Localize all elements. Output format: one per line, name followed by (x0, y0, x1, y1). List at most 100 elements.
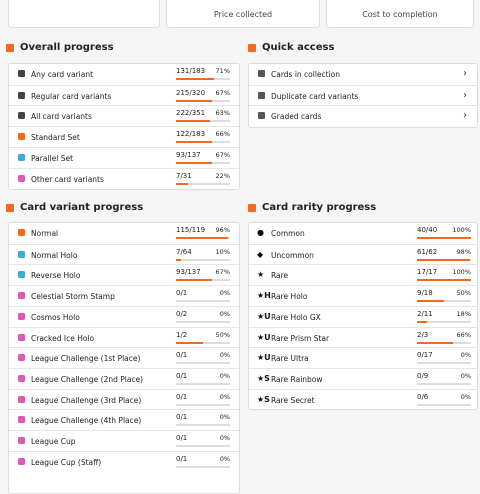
row-label: Common (271, 229, 305, 238)
rarity-icon: ★U (257, 332, 271, 342)
list-row[interactable]: Reverse Holo 93/137 67% (9, 264, 239, 286)
owned-count: 7/31 (176, 171, 192, 180)
rarity-icon: ● (257, 228, 264, 237)
row-label: League Challenge (2nd Place) (31, 374, 144, 384)
percent-label: 0% (219, 351, 230, 360)
rarity-icon: ◆ (257, 249, 264, 259)
progress-track (176, 161, 230, 164)
progress-track (176, 465, 230, 468)
list-row[interactable]: ★U Rare Prism Star 2/3 66% (249, 326, 477, 349)
list-row[interactable]: ● Common 40/40 100% (249, 223, 477, 244)
list-row[interactable]: All card variants 222/351 63% (9, 105, 239, 127)
row-label: Rare Holo (271, 292, 308, 302)
list-row[interactable]: League Challenge (3rd Place) 0/1 0% (9, 388, 239, 411)
list-row[interactable]: Parallel Set 93/137 67% (9, 146, 239, 169)
owned-count: 0/1 (176, 454, 188, 463)
progress-track (417, 237, 471, 239)
variant-icon (18, 437, 25, 444)
percent-label: 22% (215, 171, 230, 180)
progress-track (417, 362, 471, 365)
row-label: Rare Secret (271, 395, 315, 405)
owned-count: 122/183 (176, 130, 206, 139)
list-row[interactable]: Regular card variants 215/320 67% (9, 84, 239, 107)
variant-icon (18, 354, 25, 362)
row-label: Rare Prism Star (271, 333, 330, 343)
owned-count: 7/64 (176, 247, 192, 256)
progress-track (176, 258, 230, 261)
progress-track (176, 320, 230, 323)
section-title: Card rarity progress (248, 201, 376, 215)
list-row[interactable]: ★ Rare 17/17 100% (249, 264, 477, 286)
variant-icon (18, 250, 25, 258)
chevron: › (463, 110, 467, 122)
progress-track (176, 424, 230, 427)
variant-icon (18, 271, 25, 279)
list-row[interactable]: ★S Rare Rainbow 0/9 0% (249, 367, 477, 390)
progress-fill (176, 341, 203, 344)
panel: Normal 115/119 96% Normal Holo 7/64 10% Revers… (8, 222, 240, 494)
chevron: › (463, 89, 467, 101)
progress-fill (417, 258, 470, 261)
list-row[interactable]: ★S Rare Secret 0/6 0% (249, 388, 477, 411)
progress-fill (176, 78, 215, 80)
variant-icon (18, 174, 25, 182)
progress-fill (176, 120, 211, 123)
panel: ● Common 40/40 100% ◆ Uncommon 61/62 98% ★ Rare 17… (248, 222, 478, 410)
progress-track (176, 445, 230, 447)
list-row[interactable]: ◆ Uncommon 61/62 98% (249, 243, 477, 266)
list-row[interactable]: ★U Rare Holo GX 2/11 18% (249, 305, 477, 328)
owned-count: 93/137 (176, 150, 201, 159)
list-row[interactable]: Normal 115/119 96% (9, 223, 239, 244)
list-row[interactable]: ★H Rare Holo 9/18 50% (249, 285, 477, 307)
progress-track (176, 382, 230, 385)
menu-icon (258, 91, 265, 99)
list-row[interactable]: Celestial Storm Stamp 0/1 0% (9, 285, 239, 307)
percent-label: 66% (215, 130, 230, 139)
row-label: Uncommon (271, 250, 314, 260)
list-row[interactable]: Duplicate card variants › (249, 84, 477, 107)
list-row[interactable]: Other card variants 7/31 22% (9, 167, 239, 190)
progress-fill (417, 341, 453, 344)
row-label: Rare (271, 271, 289, 281)
list-row[interactable]: League Cup 0/1 0% (9, 430, 239, 452)
list-row[interactable]: League Cup (Staff) 0/1 0% (9, 450, 239, 473)
progress-fill (417, 300, 444, 303)
row-label: Celestial Storm Stamp (31, 292, 115, 302)
percent-label: 0% (219, 454, 230, 463)
owned-count: 0/1 (176, 434, 188, 442)
variant-icon (18, 395, 25, 403)
list-row[interactable]: League Challenge (2nd Place) 0/1 0% (9, 367, 239, 390)
list-row[interactable]: Normal Holo 7/64 10% (9, 243, 239, 266)
percent-label: 50% (456, 289, 471, 298)
list-row[interactable]: Cosmos Holo 0/2 0% (9, 305, 239, 328)
row-label: League Challenge (1st Place) (31, 354, 141, 364)
list-row[interactable]: Any card variant 131/183 71% (9, 64, 239, 85)
summary-label: Price collected (213, 10, 273, 19)
percent-label: 0% (460, 392, 471, 401)
list-row[interactable]: League Challenge (1st Place) 0/1 0% (9, 347, 239, 369)
list-row[interactable]: Cards in collection › (249, 64, 477, 85)
progress-track (176, 279, 230, 282)
progress-track (417, 341, 471, 344)
owned-count: 9/18 (417, 289, 433, 298)
section-title: Overall progress (6, 41, 114, 55)
progress-track (176, 120, 230, 123)
progress-track (176, 300, 230, 303)
chevron: › (463, 68, 467, 79)
row-label: Duplicate card variants (271, 91, 359, 101)
variant-icon (18, 312, 25, 320)
percent-label: 66% (456, 330, 471, 339)
list-row[interactable]: ★U Rare Ultra 0/17 0% (249, 347, 477, 369)
owned-count: 61/62 (417, 247, 438, 256)
progress-track (417, 300, 471, 303)
list-row[interactable]: Graded cards › (249, 105, 477, 127)
progress-track (417, 279, 471, 282)
list-row[interactable]: Cracked Ice Holo 1/2 50% (9, 326, 239, 349)
row-label: Cosmos Holo (31, 312, 80, 322)
percent-label: 100% (452, 226, 471, 234)
percent-label: 67% (215, 88, 230, 97)
percent-label: 0% (460, 371, 471, 380)
variant-icon (18, 333, 25, 341)
list-row[interactable]: Standard Set 122/183 66% (9, 126, 239, 148)
list-row[interactable]: League Challenge (4th Place) 0/1 0% (9, 409, 239, 431)
